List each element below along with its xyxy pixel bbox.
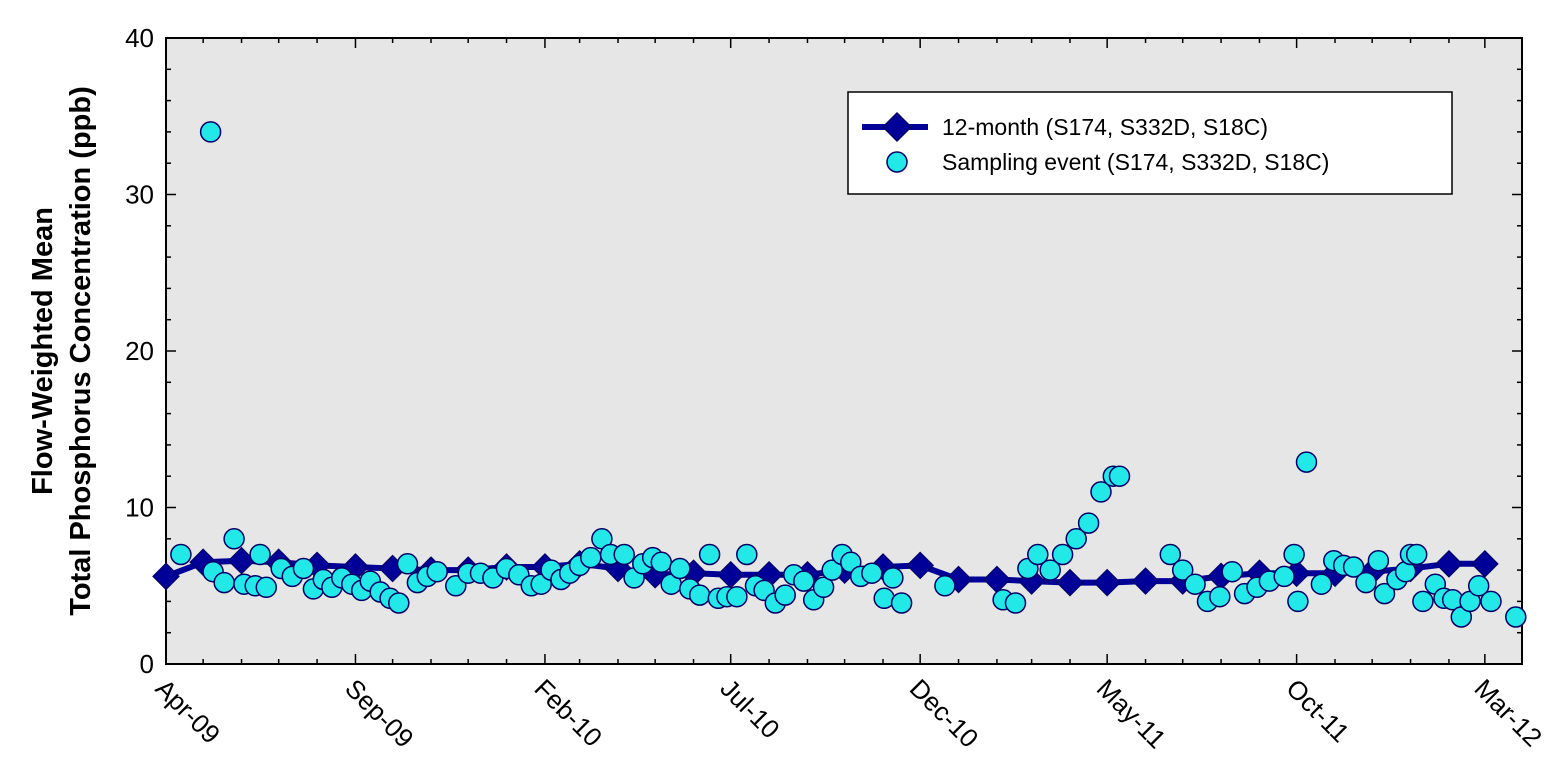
scatter-point	[1039, 559, 1061, 581]
scatter-point	[199, 121, 222, 143]
y-tick-label: 10	[125, 493, 154, 523]
scatter-point	[292, 557, 315, 580]
scatter-point	[1405, 543, 1428, 566]
scatter-point	[1171, 559, 1194, 581]
scatter-point	[669, 557, 691, 580]
y-tick-labels: 0 10 20 30 40	[125, 23, 154, 679]
legend-label-12-month: 12-month (S174, S332D, S18C)	[942, 114, 1268, 140]
scatter-point	[249, 543, 271, 566]
scatter-point	[1505, 606, 1527, 628]
scatter-point	[736, 543, 758, 566]
scatter-point	[812, 576, 835, 599]
scatter-point	[1480, 590, 1502, 613]
scatter-point	[1412, 590, 1434, 613]
scatter-point	[1310, 573, 1333, 595]
series-sampling-event	[170, 121, 1527, 628]
scatter-point	[1004, 592, 1027, 614]
scatter-point	[1209, 585, 1231, 608]
legend-label-sampling-event: Sampling event (S174, S332D, S18C)	[942, 149, 1329, 175]
scatter-point	[934, 575, 956, 597]
x-tick-label: Feb-10	[529, 673, 608, 752]
scatter-point	[1090, 481, 1112, 503]
x-tick-label: Sep-09	[339, 673, 419, 753]
scatter-point	[650, 551, 673, 574]
scatter-point	[1295, 451, 1318, 473]
scatter-point	[1077, 512, 1100, 534]
scatter-point	[1355, 571, 1377, 594]
scatter-point	[223, 528, 245, 550]
scatter-point	[1027, 543, 1049, 566]
x-tick-label: Mar-12	[1469, 673, 1548, 752]
scatter-point	[1367, 549, 1390, 572]
y-axis-title-line1: Flow-Weighted Mean	[27, 207, 59, 495]
scatter-point	[882, 567, 904, 589]
scatter-point	[1108, 465, 1131, 487]
y-tick-label: 20	[125, 336, 154, 366]
y-axis-title-line2: Total Phosphorus Concentration (ppb)	[65, 86, 97, 615]
scatter-point	[396, 553, 419, 575]
scatter-point	[1467, 575, 1490, 597]
legend: 12-month (S174, S332D, S18C) Sampling ev…	[847, 91, 1453, 195]
scatter-point	[861, 562, 883, 584]
scatter-point	[1273, 565, 1295, 588]
scatter-point	[213, 571, 235, 594]
x-tick-label: Apr-09	[150, 673, 226, 749]
x-tick-labels: Apr-09 Sep-09 Feb-10 Jul-10 Dec-10 May-11 Oct-…	[150, 673, 1548, 754]
y-tick-label: 40	[125, 23, 154, 53]
scatter-point	[580, 546, 602, 569]
scatter-point	[170, 543, 192, 566]
diamond-marker	[906, 551, 935, 580]
scatter-point	[793, 570, 815, 592]
scatter-point	[1051, 543, 1074, 566]
scatter-point	[1342, 556, 1365, 578]
legend-circle-symbol	[886, 151, 908, 173]
x-tick-label: Oct-11	[1280, 673, 1355, 748]
scatter-point	[1287, 590, 1309, 613]
scatter-point	[821, 559, 843, 581]
x-tick-label: May-11	[1091, 673, 1172, 754]
legend-box	[847, 91, 1453, 195]
scatter-point	[726, 585, 748, 608]
scatter-point	[890, 592, 913, 614]
y-tick-label: 30	[125, 180, 154, 210]
scatter-point	[698, 543, 721, 566]
scatter-point	[426, 560, 448, 583]
diamond-marker	[1471, 549, 1499, 578]
legend-diamond-symbol	[881, 111, 913, 143]
scatter-point	[1065, 528, 1087, 550]
y-tick-label: 0	[140, 649, 154, 679]
y-axis-title: Flow-Weighted Mean Total Phosphorus Conc…	[27, 86, 97, 615]
scatter-point	[774, 584, 796, 606]
scatter-point	[1283, 543, 1305, 566]
scatter-point	[1373, 582, 1396, 605]
diamond-marker	[1435, 549, 1463, 578]
scatter-point	[1184, 573, 1206, 595]
x-tick-label: Dec-10	[904, 673, 984, 753]
diamond-marker	[1056, 568, 1084, 597]
scatter-point	[688, 584, 711, 606]
diamond-marker	[1093, 568, 1121, 597]
scatter-point	[613, 543, 635, 566]
scatter-point	[255, 576, 278, 599]
scatter-point	[1221, 560, 1243, 583]
diamond-marker	[1131, 567, 1160, 595]
scatter-point	[1159, 543, 1182, 566]
x-tick-label: Jul-10	[714, 673, 785, 744]
scatter-point	[388, 592, 410, 614]
diamond-marker	[152, 562, 180, 591]
